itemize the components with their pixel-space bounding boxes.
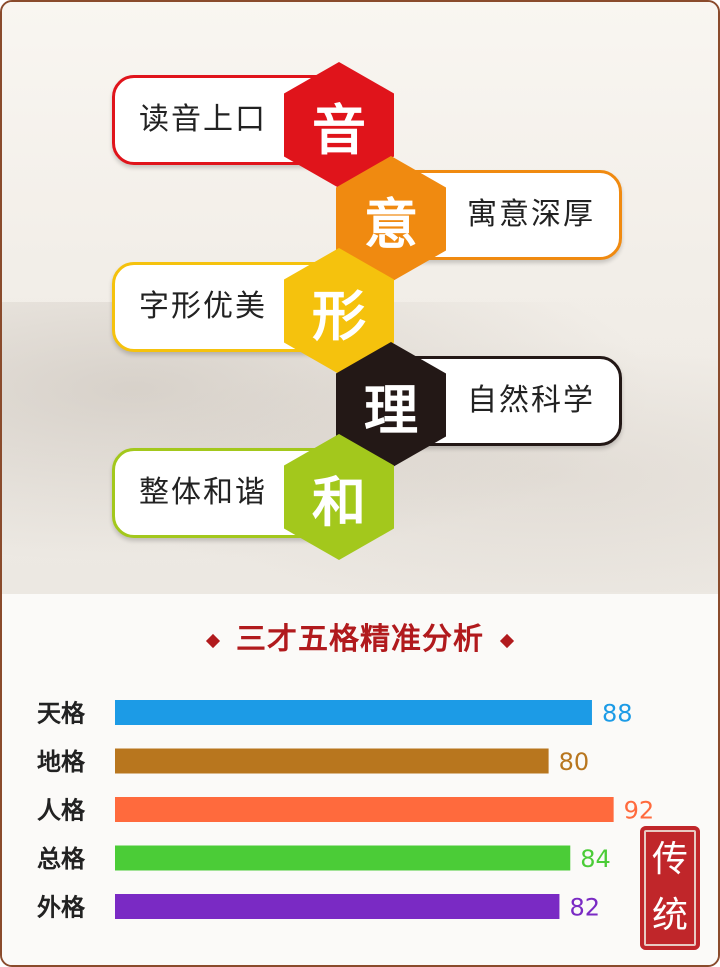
- seal-char-2: 统: [651, 895, 688, 936]
- principle-char-meaning: 意: [364, 191, 418, 256]
- value-label: 80: [559, 748, 590, 776]
- naming-principles-panel: 读音上口 音 寓意深厚 意 字形优美 形 自然科学 理 整体和谐: [2, 2, 718, 594]
- bar: [115, 797, 614, 822]
- red-seal-stamp: 传 统: [640, 826, 700, 950]
- bar: [115, 700, 592, 725]
- principle-label-harmony: 整体和谐: [139, 475, 267, 510]
- category-label: 人格: [37, 797, 86, 825]
- bar: [115, 845, 571, 871]
- value-label: 82: [569, 894, 600, 922]
- principle-label-reason: 自然科学: [467, 383, 595, 418]
- principle-hex-harmony: 和: [284, 434, 394, 560]
- section-title: 三才五格精准分析: [236, 622, 484, 657]
- category-label: 地格: [37, 748, 86, 776]
- category-label: 总格: [37, 845, 86, 873]
- section-heading: 三才五格精准分析: [2, 614, 718, 658]
- principle-char-reason: 理: [364, 377, 418, 442]
- principle-label-shape: 字形优美: [139, 289, 267, 324]
- principle-char-sound: 音: [312, 97, 366, 162]
- value-label: 92: [624, 797, 655, 825]
- value-label: 88: [602, 700, 633, 728]
- category-label: 天格: [37, 700, 86, 728]
- value-label: 84: [580, 845, 611, 873]
- seal-char-1: 传: [651, 839, 688, 880]
- principle-char-harmony: 和: [312, 469, 366, 534]
- bar: [115, 894, 560, 919]
- principle-char-shape: 形: [312, 283, 366, 348]
- bar: [115, 748, 549, 774]
- category-label: 外格: [37, 894, 86, 922]
- principle-label-sound: 读音上口: [139, 102, 267, 137]
- principle-label-meaning: 寓意深厚: [467, 197, 595, 232]
